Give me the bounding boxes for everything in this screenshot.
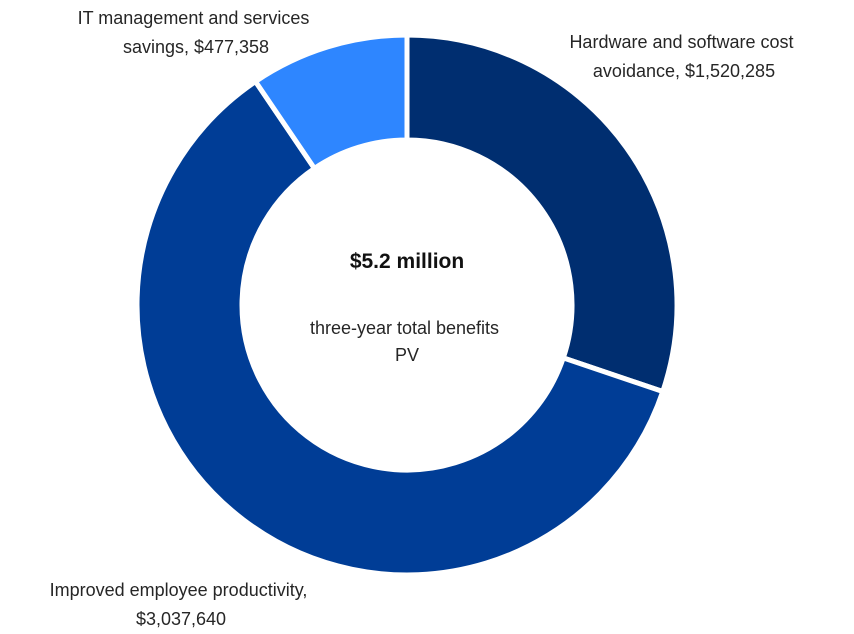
slice-hardware-software xyxy=(404,32,680,395)
center-caption: three-year total benefits PV xyxy=(310,318,504,365)
slice-label-employee-productivity: Improved employee productivity, $3,037,6… xyxy=(50,580,313,629)
slice-label-hardware-software-line-2: avoidance, $1,520,285 xyxy=(593,61,775,81)
slice-label-it-management-line-1: IT management and services xyxy=(78,8,310,28)
slice-employee-productivity xyxy=(134,78,666,578)
slice-label-employee-productivity-line-2: $3,037,640 xyxy=(136,609,226,629)
center-caption-line-2: PV xyxy=(395,345,419,365)
slice-label-it-management: IT management and services savings, $477… xyxy=(78,8,315,57)
slice-it-management xyxy=(252,32,410,172)
slice-label-hardware-software-line-1: Hardware and software cost xyxy=(569,32,793,52)
slice-label-hardware-software: Hardware and software cost avoidance, $1… xyxy=(569,32,798,81)
donut-slices xyxy=(134,32,680,578)
center-total-value: $5.2 million xyxy=(350,250,464,273)
center-caption-line-1: three-year total benefits xyxy=(310,318,499,338)
slice-label-it-management-line-2: savings, $477,358 xyxy=(123,37,269,57)
slice-label-employee-productivity-line-1: Improved employee productivity, xyxy=(50,580,308,600)
